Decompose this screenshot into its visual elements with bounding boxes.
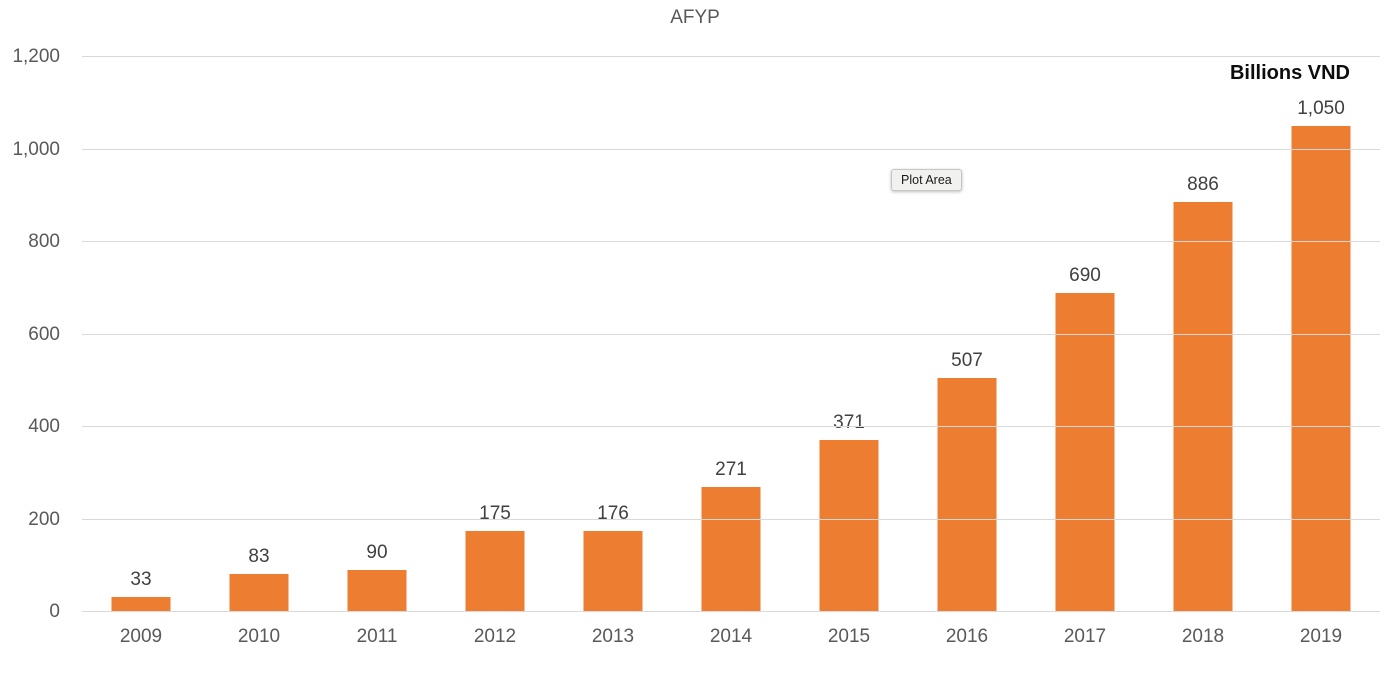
x-tick-label-2015: 2015 [827,626,871,647]
data-label-2009[interactable]: 33 [130,568,152,590]
bar-slot: 33 [82,57,200,612]
bar-slot: 371 [790,57,908,612]
gridline [82,518,1380,520]
bar-slot: 175 [436,57,554,612]
data-label-2019[interactable]: 1,050 [1297,98,1345,120]
x-tick-label-2018: 2018 [1181,626,1225,647]
gridline [82,611,1380,612]
bar-2014[interactable] [701,486,761,612]
data-label-2012[interactable]: 175 [479,503,511,525]
bar-2012[interactable] [465,531,525,612]
bar-2018[interactable] [1173,202,1233,612]
gridline [82,56,1380,57]
data-label-2011[interactable]: 90 [366,542,388,564]
data-label-2016[interactable]: 507 [951,349,983,371]
gridline [82,333,1380,335]
gridline [82,426,1380,427]
bar-2015[interactable] [819,440,879,612]
y-tick-label: 0 [49,601,60,622]
bar-slot: 271 [672,57,790,612]
gridline [82,148,1380,150]
data-label-2017[interactable]: 690 [1069,264,1101,286]
unit-label[interactable]: Billions VND [1229,62,1350,84]
bar-slot: 886 [1144,57,1262,612]
x-axis[interactable]: 2009 2010 2011 2012 2013 2014 2015 2016 2017 2018… [82,620,1380,648]
x-tick-label-2016: 2016 [945,626,989,647]
data-label-2010[interactable]: 83 [248,545,270,567]
x-tick-label-2012: 2012 [473,626,517,647]
bar-2016[interactable] [937,377,997,612]
y-tick-label: 800 [28,231,60,252]
plot-area-tooltip: Plot Area [891,169,962,191]
y-tick-label: 1,000 [12,138,60,160]
chart-title[interactable]: AFYP [670,7,720,28]
bar-2017[interactable] [1055,292,1115,612]
bar-2019[interactable] [1291,126,1351,612]
data-label-2018[interactable]: 886 [1187,174,1219,196]
bar-slot: 90 [318,57,436,612]
x-tick-label-2011: 2011 [356,626,398,647]
plot-area[interactable]: 33 83 90 175 176 271 371 507 690 886 1,050 [82,56,1380,612]
bar-series: 33 83 90 175 176 271 371 507 690 886 1,050 [82,57,1380,612]
bar-slot: 176 [554,57,672,612]
bar-2013[interactable] [583,530,643,612]
y-tick-label: 400 [28,416,60,437]
bar-2010[interactable] [229,573,289,612]
y-tick-label: 1,200 [12,46,60,67]
x-tick-label-2010: 2010 [237,626,281,647]
x-tick-label-2013: 2013 [591,626,635,647]
bar-2011[interactable] [347,570,407,612]
bar-slot: 690 [1026,57,1144,612]
bar-slot: 507 [908,57,1026,612]
y-tick-label: 600 [28,323,60,345]
data-label-2013[interactable]: 176 [597,502,629,524]
x-tick-label-2017: 2017 [1063,626,1107,647]
bar-slot: 83 [200,57,318,612]
y-axis[interactable]: 0 200 400 600 800 1,000 1,200 [0,46,70,622]
data-label-2014[interactable]: 271 [715,458,747,480]
gridline [82,241,1380,242]
x-tick-label-2009: 2009 [119,626,163,647]
bar-slot: 1,050 [1262,57,1380,612]
y-tick-label: 200 [28,508,60,530]
bar-2009[interactable] [111,596,171,612]
x-tick-label-2014: 2014 [709,626,753,647]
data-label-2015[interactable]: 371 [833,412,865,434]
x-tick-label-2019: 2019 [1299,626,1343,647]
